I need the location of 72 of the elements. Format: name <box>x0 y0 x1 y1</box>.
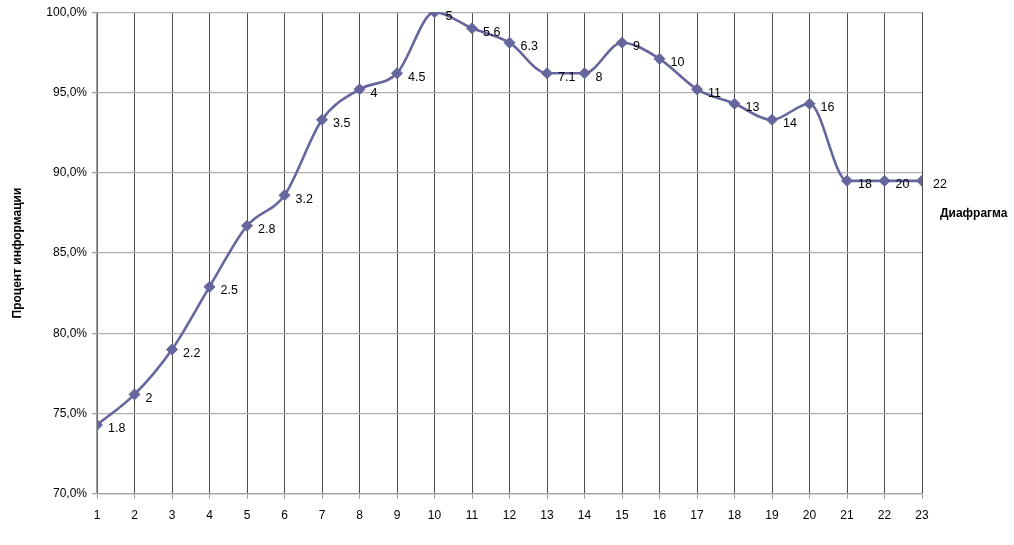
annotation: 2.2 <box>183 345 201 360</box>
annotation: 2 <box>145 390 153 405</box>
y-tick-label: 75,0% <box>52 406 88 421</box>
x-tick-label: 13 <box>540 507 554 522</box>
annotation: 2.5 <box>220 283 238 298</box>
y-tick-label: 70,0% <box>52 486 88 501</box>
x-tick-label: 17 <box>690 507 704 522</box>
x-tick-label: 5 <box>243 507 251 522</box>
annotation: 13 <box>745 100 760 115</box>
annotation: 3.5 <box>333 116 351 131</box>
x-tick-label: 6 <box>281 507 289 522</box>
annotation: 7.1 <box>558 69 576 84</box>
y-axis-title: Процент информации <box>9 187 24 319</box>
annotation: 14 <box>783 116 797 131</box>
point <box>841 174 853 187</box>
y-tick-label: 80,0% <box>52 325 88 340</box>
y-tick-label: 85,0% <box>52 245 88 260</box>
y-tick-label: 100,0% <box>46 4 88 19</box>
point <box>878 174 891 187</box>
x-tick-label: 1 <box>93 507 101 522</box>
annotation: 2.8 <box>258 222 276 237</box>
point <box>466 22 478 35</box>
point <box>691 83 703 96</box>
y-tick-label: 95,0% <box>52 84 88 99</box>
x-tick-label: 11 <box>465 507 479 522</box>
point <box>578 67 591 80</box>
x-tick-label: 2 <box>131 507 139 522</box>
point <box>803 97 816 110</box>
y-tick-label: 90,0% <box>52 165 88 180</box>
point <box>353 83 366 96</box>
annotation: 1.8 <box>108 421 126 436</box>
point <box>128 388 141 401</box>
x-tick-label: 3 <box>168 507 176 522</box>
annotation: 10 <box>670 55 685 70</box>
x-tick-label: 20 <box>802 507 817 522</box>
x-tick-label: 19 <box>765 507 779 522</box>
annotation: 22 <box>933 177 947 192</box>
x-tick-label: 21 <box>840 507 854 522</box>
x-tick-label: 15 <box>615 507 629 522</box>
point <box>541 67 553 80</box>
x-tick-label: 10 <box>427 507 442 522</box>
annotation: 3.2 <box>295 191 313 206</box>
point <box>766 113 778 126</box>
annotation: 5 <box>445 8 453 23</box>
point <box>653 52 666 65</box>
annotation: 16 <box>820 100 835 115</box>
x-tick-label: 4 <box>206 507 214 522</box>
x-tick-label: 18 <box>727 507 742 522</box>
x-tick-label: 8 <box>356 507 364 522</box>
x-tick-label: 7 <box>318 507 326 522</box>
point <box>503 36 516 49</box>
annotation: 11 <box>708 85 722 100</box>
x-axis-title: Диафрагма <box>940 205 1008 220</box>
point <box>241 219 253 232</box>
point <box>728 97 741 110</box>
annotation: 6.3 <box>520 39 538 54</box>
annotation: 8 <box>595 69 603 84</box>
point <box>203 280 216 293</box>
point <box>616 36 628 49</box>
annotation: 4 <box>370 85 378 100</box>
x-tick-label: 9 <box>393 507 401 522</box>
x-tick-label: 22 <box>877 507 892 522</box>
point <box>278 189 291 202</box>
x-tick-label: 23 <box>915 507 929 522</box>
point <box>166 343 178 356</box>
x-tick-label: 14 <box>577 507 592 522</box>
annotation: 9 <box>633 39 640 54</box>
point <box>316 113 328 126</box>
annotation: 4.5 <box>408 69 426 84</box>
point <box>391 67 403 80</box>
x-tick-label: 16 <box>652 507 667 522</box>
x-tick-label: 12 <box>502 507 517 522</box>
